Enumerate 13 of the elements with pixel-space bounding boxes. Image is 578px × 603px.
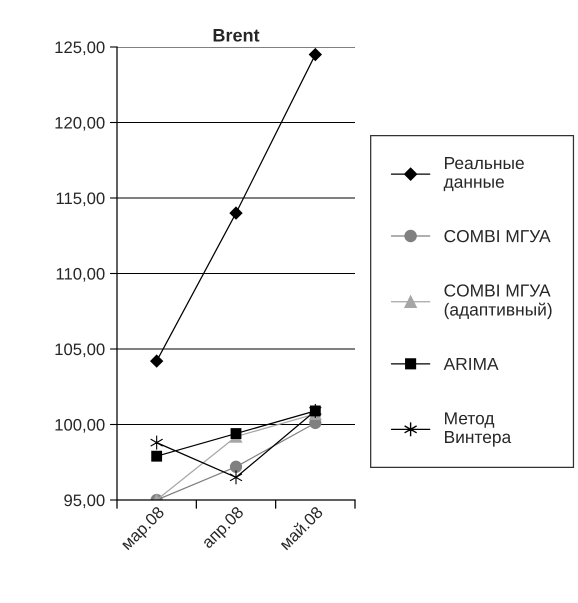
y-tick-label: 120,00 <box>55 116 105 131</box>
legend-label: COMBI МГУА <box>444 230 551 242</box>
legend-label: Реальные данные <box>444 157 524 192</box>
chart-title: Brent <box>214 29 260 42</box>
legend-label: ARIMA <box>444 358 499 370</box>
y-tick-label: 125,00 <box>55 41 105 56</box>
legend-label: Метод Винтера <box>445 412 512 447</box>
y-tick-label: 115,00 <box>56 192 105 206</box>
legend-label: COMBI МГУА (адаптивный) <box>444 284 552 320</box>
y-tick-label: 100,00 <box>55 418 105 433</box>
y-tick-label: 110,00 <box>56 268 105 282</box>
y-tick-label: 105,00 <box>55 343 105 358</box>
y-tick-label: 95,00 <box>64 494 105 508</box>
